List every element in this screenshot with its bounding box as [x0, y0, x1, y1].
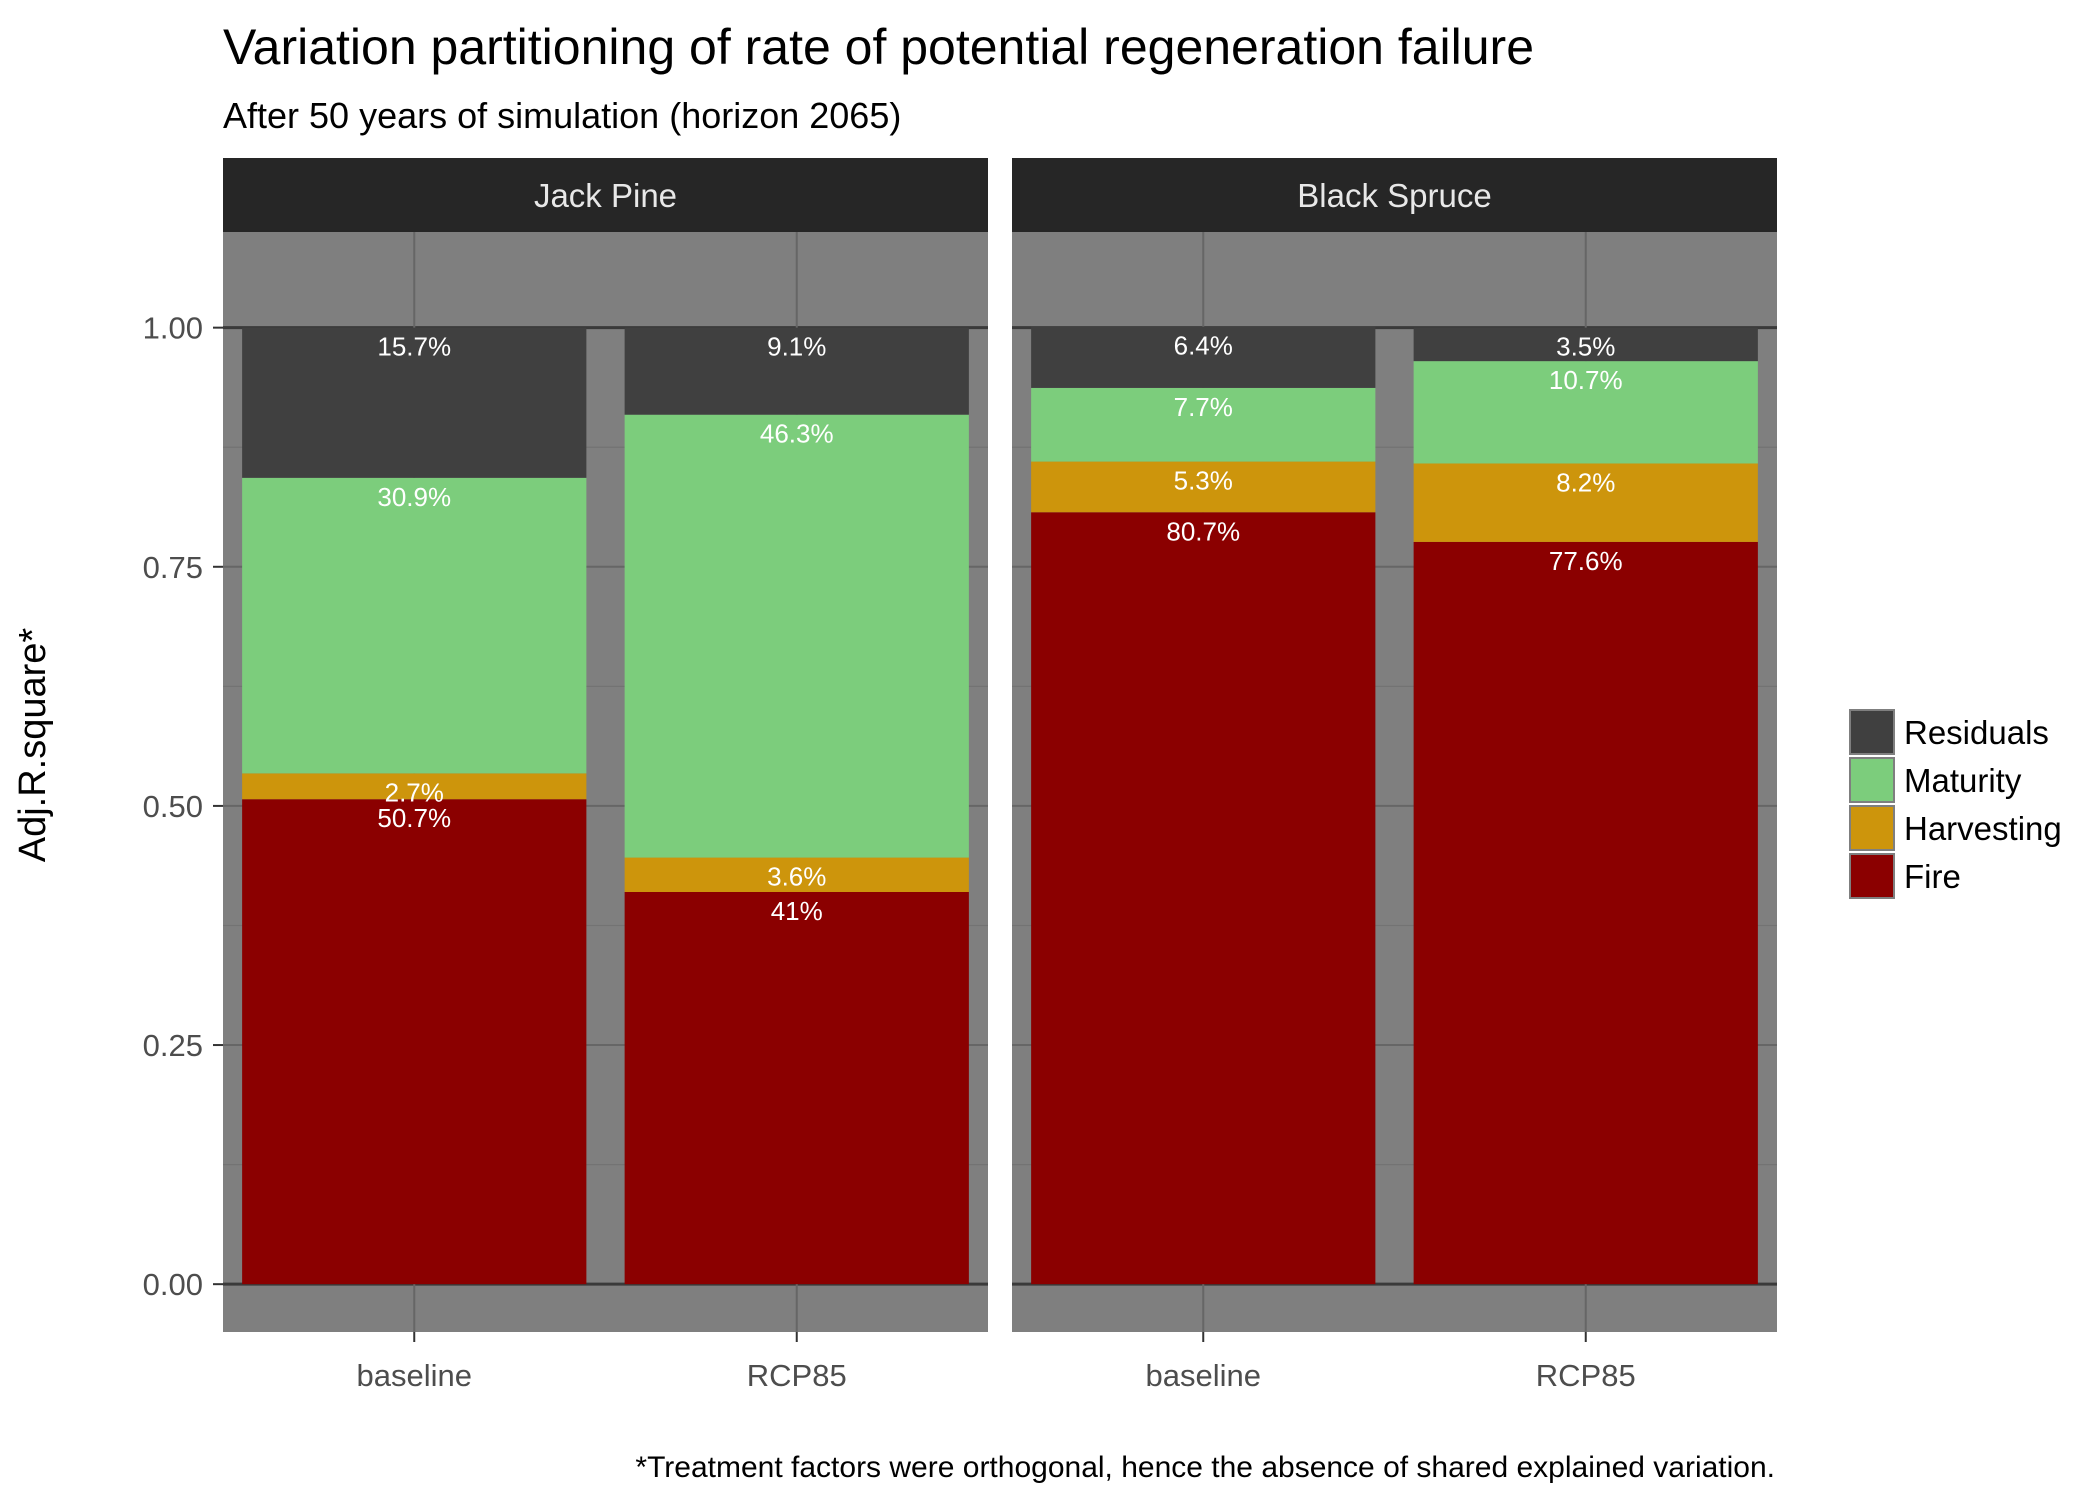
facet-strip — [223, 158, 988, 232]
bar-segment-maturity — [1031, 387, 1376, 462]
bar-segment-harvesting — [1031, 461, 1376, 513]
data-label: 46.3% — [760, 419, 834, 449]
data-label: 5.3% — [1174, 466, 1233, 496]
y-axis-ticks: 0.00 0.25 0.50 0.75 1.00 — [143, 311, 223, 1302]
data-label: 2.7% — [385, 777, 444, 807]
x-tick-label: baseline — [1146, 1358, 1261, 1393]
data-label: 30.9% — [377, 482, 451, 512]
bar-segment-fire — [1413, 541, 1758, 1285]
data-label: 6.4% — [1174, 331, 1233, 361]
legend-label: Maturity — [1904, 762, 2022, 799]
facet-panels: Jack Pine 50.7%2.7% 30.9% 15.7% baseline 41% 3… — [223, 158, 1777, 1393]
x-tick-label: baseline — [357, 1358, 472, 1393]
bar-segment-fire — [624, 892, 969, 1285]
y-axis-label: Adj.R.square* — [12, 628, 54, 863]
bar-segment-harvesting — [242, 773, 587, 800]
bar-segment-residuals — [1031, 326, 1376, 388]
data-label: 80.7% — [1166, 516, 1240, 546]
data-label: 9.1% — [767, 332, 826, 362]
data-label: 7.7% — [1174, 392, 1233, 422]
bar-segment-fire — [242, 799, 587, 1285]
data-label: 77.6% — [1549, 546, 1623, 576]
legend-label: Harvesting — [1904, 810, 2062, 847]
x-tick-label: RCP85 — [1536, 1358, 1636, 1393]
legend-key-residuals — [1849, 709, 1895, 755]
facet-strip-label: Jack Pine — [534, 177, 677, 214]
bar-segment-residuals — [242, 327, 587, 478]
legend-key-maturity — [1849, 757, 1895, 803]
bar-segment-maturity — [624, 414, 969, 858]
y-tick-label: 0.50 — [143, 789, 203, 824]
chart-subtitle: After 50 years of simulation (horizon 20… — [223, 95, 901, 136]
bar-segment-residuals — [1413, 327, 1758, 362]
bar-segment-fire — [1031, 512, 1376, 1285]
legend-key-fire — [1849, 853, 1895, 899]
y-tick-label: 0.75 — [143, 550, 203, 585]
chart-title: Variation partitioning of rate of potent… — [223, 19, 1534, 75]
legend-key-harvesting — [1849, 805, 1895, 851]
data-label: 10.7% — [1549, 365, 1623, 395]
x-tick-label: RCP85 — [747, 1358, 847, 1393]
data-label: 3.6% — [767, 862, 826, 892]
bar-segment-maturity — [242, 477, 587, 774]
bar-segment-residuals — [624, 327, 969, 415]
legend-label: Residuals — [1904, 714, 2049, 751]
bar-segment-harvesting — [624, 857, 969, 892]
data-label: 15.7% — [377, 332, 451, 362]
bar-segment-maturity — [1413, 361, 1758, 464]
facet-panel: Jack Pine 50.7%2.7% 30.9% 15.7% baseline 41% 3… — [223, 158, 988, 1393]
data-label: 8.2% — [1556, 467, 1615, 497]
data-label: 41% — [771, 896, 823, 926]
y-tick-label: 0.25 — [143, 1028, 203, 1063]
y-tick-label: 0.00 — [143, 1267, 203, 1302]
data-label: 3.5% — [1556, 332, 1615, 362]
y-tick-label: 1.00 — [143, 311, 203, 346]
facet-strip — [1012, 158, 1777, 232]
bar-segment-harvesting — [1413, 463, 1758, 542]
legend-label: Fire — [1904, 858, 1961, 895]
data-label: 50.7% — [377, 803, 451, 833]
legend: Residuals Maturity Harvesting Fire — [1849, 709, 2062, 899]
chart-caption: *Treatment factors were orthogonal, henc… — [635, 1451, 1775, 1484]
facet-strip-label: Black Spruce — [1297, 177, 1491, 214]
facet-panel: Black Spruce 80.7% 5.3% 7.7% 6.4% baseline 77.… — [1012, 158, 1777, 1393]
